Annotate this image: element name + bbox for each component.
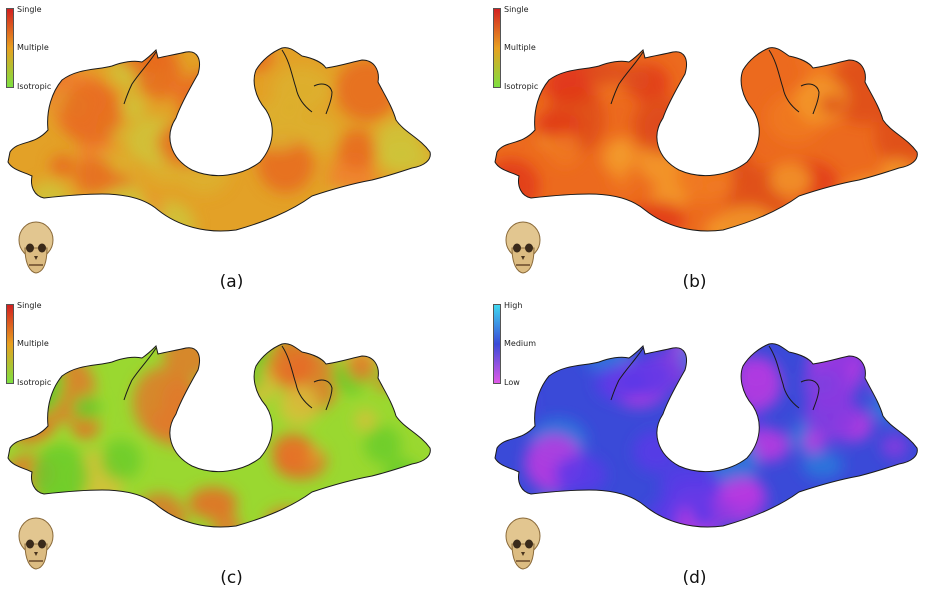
skull-orientation-icon bbox=[18, 517, 54, 570]
panel-a: Single Multiple Isotropic (a) bbox=[0, 0, 463, 296]
legend-a: Single Multiple Isotropic bbox=[6, 5, 66, 91]
skull-orientation-icon bbox=[505, 221, 541, 274]
legend-bottom-label: Low bbox=[504, 378, 520, 387]
skull-orientation-icon bbox=[505, 517, 541, 570]
legend-colorbar bbox=[493, 8, 501, 88]
legend-bottom-label: Isotropic bbox=[504, 82, 539, 91]
scapula-surface-b bbox=[494, 47, 918, 232]
legend-b: Single Multiple Isotropic bbox=[493, 5, 553, 91]
legend-d: High Medium Low bbox=[493, 301, 553, 387]
legend-bottom-label: Isotropic bbox=[17, 82, 52, 91]
legend-mid-label: Multiple bbox=[17, 339, 49, 348]
panel-b: Single Multiple Isotropic (b) bbox=[487, 0, 927, 296]
caption-a: (a) bbox=[219, 272, 244, 292]
legend-top-label: High bbox=[504, 301, 523, 310]
scapula-surface-c bbox=[7, 343, 431, 528]
caption-d: (d) bbox=[682, 568, 707, 588]
legend-top-label: Single bbox=[17, 5, 42, 14]
legend-colorbar bbox=[6, 304, 14, 384]
scapula-surface-d bbox=[494, 343, 918, 528]
legend-colorbar bbox=[493, 304, 501, 384]
legend-mid-label: Medium bbox=[504, 339, 536, 348]
caption-b: (b) bbox=[682, 272, 707, 292]
legend-top-label: Single bbox=[17, 301, 42, 310]
caption-c: (c) bbox=[220, 568, 243, 588]
panel-c: Single Multiple Isotropic (c) bbox=[0, 296, 463, 592]
panel-d: High Medium Low (d) bbox=[487, 296, 927, 592]
legend-bottom-label: Isotropic bbox=[17, 378, 52, 387]
legend-colorbar bbox=[6, 8, 14, 88]
skull-orientation-icon bbox=[18, 221, 54, 274]
legend-c: Single Multiple Isotropic bbox=[6, 301, 66, 387]
legend-mid-label: Multiple bbox=[17, 43, 49, 52]
legend-mid-label: Multiple bbox=[504, 43, 536, 52]
scapula-surface-a bbox=[7, 47, 431, 232]
legend-top-label: Single bbox=[504, 5, 529, 14]
